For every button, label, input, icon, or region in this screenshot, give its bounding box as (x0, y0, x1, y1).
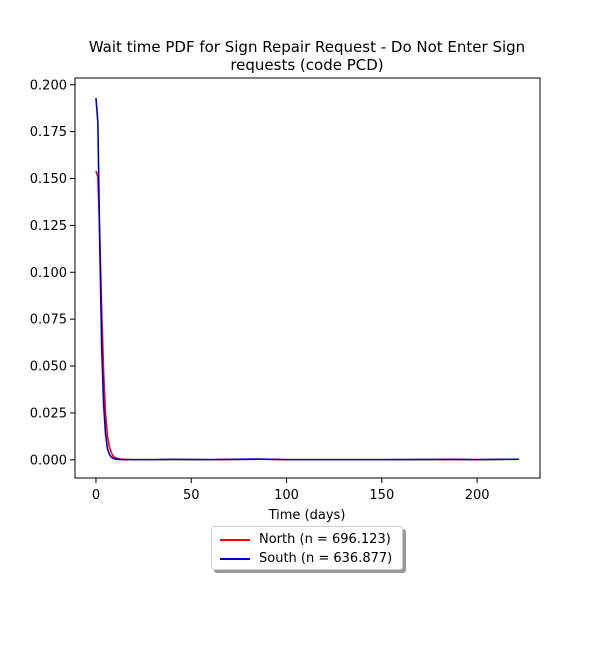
x-axis-label: Time (days) (268, 508, 346, 523)
ticks-layer: 0 50 100 150 200 0.000 0.025 0.050 0.075 0.100 0.1… (30, 78, 490, 503)
chart-title-line-1: Wait time PDF for Sign Repair Request - … (89, 38, 525, 56)
x-tick-label-1: 50 (183, 488, 200, 503)
y-tick-label-6: 0.150 (30, 172, 67, 187)
legend-entry-south: South (n = 636.877) (220, 549, 394, 568)
plot-area (75, 78, 540, 478)
x-tick-label-4: 200 (465, 488, 490, 503)
series-line-1 (95, 97, 520, 461)
y-tick-label-8: 0.200 (30, 78, 67, 93)
y-tick-label-5: 0.125 (30, 219, 67, 234)
y-tick-label-0: 0.000 (30, 453, 67, 468)
legend-swatch-south (220, 557, 250, 560)
legend-swatch-north (220, 538, 250, 541)
y-tick-label-4: 0.100 (30, 266, 67, 281)
y-tick-label-2: 0.050 (30, 360, 67, 375)
legend-label-north: North (n = 696.123) (259, 532, 391, 547)
x-tick-label-0: 0 (92, 488, 100, 503)
series-layer (95, 97, 520, 461)
y-tick-label-7: 0.175 (30, 125, 67, 140)
x-tick-label-2: 100 (274, 488, 299, 503)
plot-frame (74, 77, 541, 479)
legend: North (n = 696.123) South (n = 636.877) (211, 526, 403, 570)
y-tick-label-3: 0.075 (30, 313, 67, 328)
y-tick-label-1: 0.025 (30, 406, 67, 421)
chart-title-line-2: requests (code PCD) (230, 56, 383, 74)
legend-label-south: South (n = 636.877) (259, 551, 393, 566)
legend-entry-north: North (n = 696.123) (220, 530, 394, 549)
x-tick-label-3: 150 (369, 488, 394, 503)
